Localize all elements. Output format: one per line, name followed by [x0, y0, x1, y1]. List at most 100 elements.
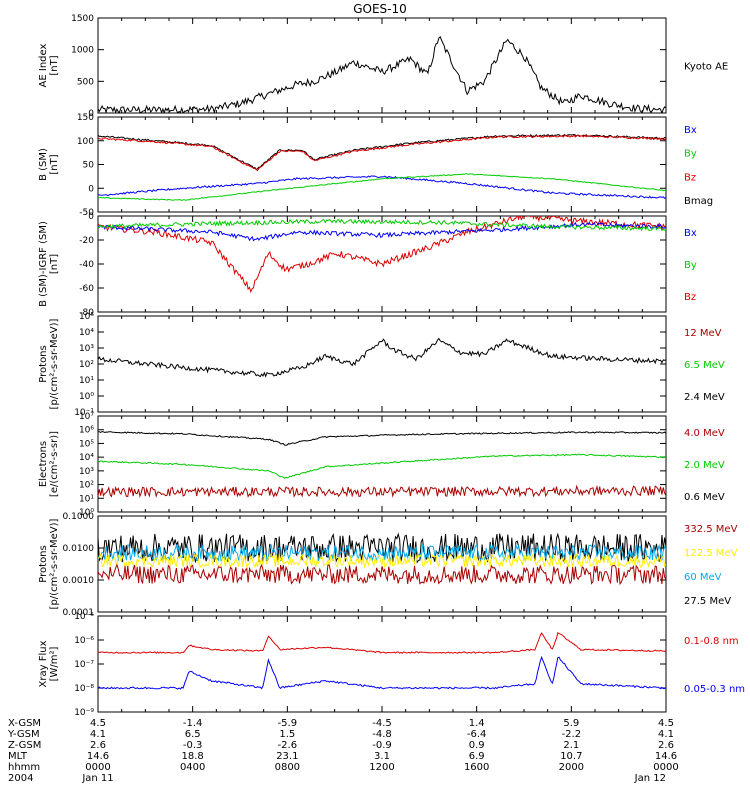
footer-value: 14.6: [87, 751, 109, 762]
y-axis-label: Protons[p/(cm²-s-sr-MeV)]: [38, 318, 60, 409]
y-tick-label: 10⁻⁸: [74, 684, 94, 694]
footer-value: 6.5: [185, 729, 201, 740]
chart-title: GOES-10: [353, 2, 407, 16]
footer-value: -1.4: [183, 718, 203, 729]
series-line-kyoto-ae: [98, 35, 666, 113]
footer-value: 1.5: [279, 729, 295, 740]
y-tick-label: 0.0001: [63, 608, 95, 618]
y-tick-label: 10⁻¹: [74, 408, 94, 418]
footer-value: 6.9: [469, 751, 485, 762]
footer-value: 10.7: [560, 751, 582, 762]
y-tick-label: 50: [83, 161, 95, 171]
footer-value: -5.9: [278, 718, 298, 729]
y-tick-label: 1000: [71, 46, 94, 56]
plot-area: [98, 35, 666, 113]
legend-entry: 332.5 MeV: [684, 524, 738, 535]
footer-value: -0.3: [183, 740, 203, 751]
legend-entry: 2.4 MeV: [684, 392, 725, 403]
footer-value: -4.8: [372, 729, 392, 740]
y-tick-label: 10²: [79, 481, 94, 491]
y-tick-label: 10⁻⁹: [74, 708, 94, 718]
legend-entry: 2.0 MeV: [684, 460, 725, 471]
footer-value: 0400: [180, 762, 205, 773]
y-axis-label: Protons[p/(cm²-s-sr-MeV)]: [38, 518, 60, 609]
legend-entry: By: [684, 260, 697, 271]
y-tick-label: 500: [77, 77, 94, 87]
y-axis-label: Electrons[e/(cm²-s-sr)]: [38, 431, 60, 497]
y-tick-label: 10⁻⁷: [74, 660, 94, 670]
legend-entry: 60 MeV: [684, 572, 722, 583]
legend-entry: Kyoto AE: [684, 62, 728, 73]
series-line-bz: [98, 134, 666, 172]
footer-value: -2.6: [278, 740, 298, 751]
panel-bsmigrf: -80 -60 -40 -20 0 B (SM)-IGRF (SM)[nT] Bx By Bz: [38, 212, 697, 318]
panel-frame: [97, 615, 667, 713]
ephemeris-footer: X-GSMY-GSMZ-GSMMLThhmm20044.54.12.614.60…: [7, 718, 679, 784]
panel-ae: 0 500 1000 1500 AE Index[nT] Kyoto AE: [38, 14, 728, 119]
y-tick-label: 10¹: [79, 376, 94, 386]
y-tick-label: 10⁻⁵: [74, 612, 94, 622]
legend-entry: Bz: [684, 292, 696, 303]
panel-frame: [97, 315, 667, 413]
plot-area: [98, 133, 666, 202]
footer-value: 4.1: [90, 729, 106, 740]
y-tick-label: 10⁵: [79, 439, 94, 449]
footer-value: -6.4: [467, 729, 487, 740]
footer-value: 0800: [275, 762, 300, 773]
footer-row-label: Y-GSM: [7, 729, 40, 740]
legend-entry: Bz: [684, 172, 696, 183]
panel-protons_high: 0.0001 0.0010 0.0100 0.1000Protons[p/(cm²-s…: [38, 512, 738, 618]
series-line-by: [98, 218, 666, 232]
y-axis-label: AE Index[nT]: [38, 43, 60, 87]
y-tick-label: 0: [88, 212, 94, 222]
footer-row-label: 2004: [8, 773, 33, 784]
footer-row-label: hhmm: [8, 762, 40, 773]
footer-value: 23.1: [276, 751, 298, 762]
panel-protons_low: 10⁻¹ 10⁰ 10¹ 10² 10³ 10⁴ 10⁵ Protons[p/(cm²-s-s…: [38, 312, 725, 418]
footer-value: 1200: [369, 762, 394, 773]
y-tick-label: 10²: [79, 360, 94, 370]
footer-value: 2.6: [658, 740, 674, 751]
footer-row-label: MLT: [8, 751, 28, 762]
footer-value: 0000: [85, 762, 110, 773]
footer-value: 14.6: [655, 751, 677, 762]
plot-area: [98, 532, 666, 586]
panel-frame: [97, 17, 667, 114]
footer-value: 0000: [653, 762, 678, 773]
footer-value: 1.4: [469, 718, 485, 729]
plot-area: [98, 430, 666, 499]
y-tick-label: 0: [88, 184, 94, 194]
footer-value: 0.9: [469, 740, 485, 751]
footer-value: -0.9: [372, 740, 392, 751]
y-tick-label: 10⁵: [79, 312, 94, 322]
legend-entry: Bmag: [684, 196, 713, 207]
y-axis-label: B (SM)[nT]: [38, 148, 60, 181]
y-tick-label: 10⁴: [79, 328, 94, 338]
legend-entry: Bx: [684, 228, 697, 239]
legend-entry: 27.5 MeV: [684, 596, 731, 607]
series-line-27-5-mev: [98, 532, 666, 564]
series-line-2-4-mev: [98, 337, 666, 378]
footer-value: -4.5: [372, 718, 392, 729]
legend-entry: 0.1-0.8 nm: [684, 636, 739, 647]
panel-frame: [97, 116, 667, 213]
series-line-122-5-mev: [98, 552, 666, 569]
series-line-bz: [98, 216, 666, 294]
y-tick-label: 0.1000: [63, 512, 95, 522]
legend-entry: Bx: [684, 125, 697, 136]
y-tick-label: -60: [79, 284, 94, 294]
series-line-bmag: [98, 133, 666, 171]
y-tick-label: 10⁷: [79, 412, 94, 422]
series-line-by: [98, 173, 666, 202]
legend-entry: 0.6 MeV: [684, 492, 725, 503]
plot-area: [98, 632, 666, 690]
footer-value: 4.5: [90, 718, 106, 729]
legend-entry: 4.0 MeV: [684, 428, 725, 439]
plot-area: [98, 337, 666, 378]
y-tick-label: 150: [77, 113, 94, 123]
panel-xray: 10⁻⁹ 10⁻⁸ 10⁻⁷ 10⁻⁶ 10⁻⁵ Xray Flux[W/m²] 0.1-0…: [38, 612, 745, 718]
footer-value: Jan 12: [634, 773, 666, 784]
footer-value: -2.2: [562, 729, 582, 740]
